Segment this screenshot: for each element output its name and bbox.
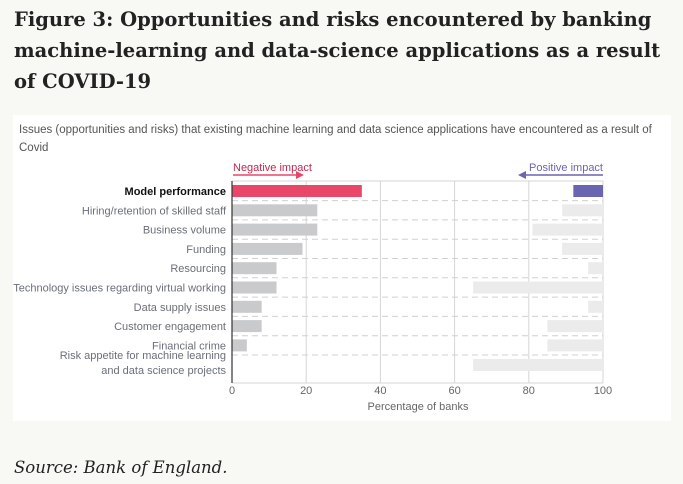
category-label: Hiring/retention of skilled staff [82,205,227,217]
negative-bar [232,204,318,217]
category-label: Technology issues regarding virtual work… [13,283,226,295]
positive-bar [473,281,603,294]
x-tick-label: 60 [448,385,460,397]
negative-bar [232,300,262,313]
positive-bar [588,300,603,313]
chart-subtitle: Issues (opportunities and risks) that ex… [19,124,652,154]
positive-bar [562,242,603,255]
positive-bar [473,359,603,371]
category-label: and data science projects [101,365,226,377]
category-label: Data supply issues [134,302,227,314]
x-tick-label: 40 [374,385,386,397]
negative-bar [232,185,362,197]
source-note: Source: Bank of England. [14,458,228,477]
negative-bar [232,223,318,236]
category-label: Model performance [125,186,226,198]
positive-bar [532,223,603,236]
category-label: Financial crime [152,340,226,352]
positive-bar [547,339,603,352]
positive-impact-label: Positive impact [529,162,603,174]
positive-bar [588,262,603,275]
negative-bar [232,281,277,294]
negative-bar [232,242,303,255]
x-tick-label: 0 [229,385,235,397]
positive-bar [547,320,603,333]
category-label: Risk appetite for machine learning [60,350,226,362]
x-tick-label: 20 [300,385,312,397]
negative-bar [232,320,262,333]
category-label: Customer engagement [114,321,226,333]
negative-bar [232,262,277,275]
arrow-left-icon [518,171,526,179]
category-label: Resourcing [170,263,226,275]
positive-bar [562,204,603,217]
figure-title: Figure 3: Opportunities and risks encoun… [14,8,661,93]
category-label: Funding [186,244,226,256]
negative-bar [232,339,247,352]
negative-impact-label: Negative impact [233,162,312,174]
x-tick-label: 100 [594,385,612,397]
category-label: Business volume [143,225,226,237]
arrow-right-icon [296,171,304,179]
positive-bar [573,185,603,197]
x-axis-label: Percentage of banks [368,401,469,413]
x-tick-label: 80 [523,385,535,397]
